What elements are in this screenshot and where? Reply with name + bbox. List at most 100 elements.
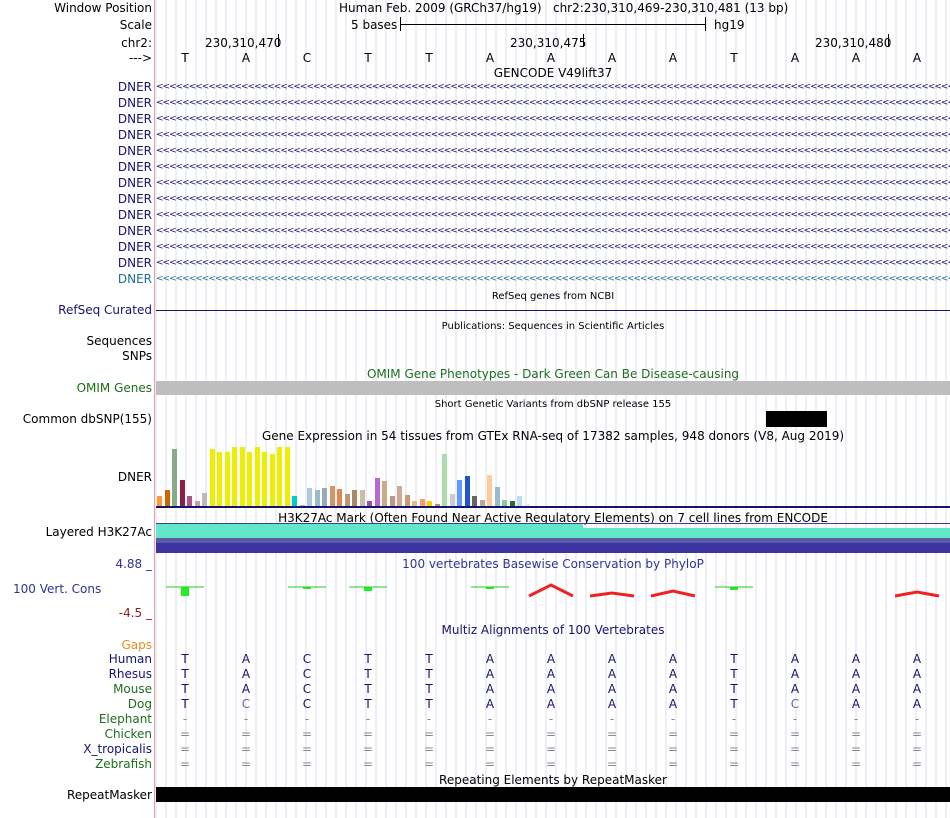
gtex-tissue-bar[interactable]	[389, 496, 395, 506]
multiz-species-label[interactable]: X_tropicalis	[83, 742, 152, 756]
gtex-tissue-bar[interactable]	[524, 504, 530, 506]
multiz-species-label[interactable]: Zebrafish	[95, 757, 152, 771]
multiz-species-label[interactable]: Chicken	[104, 727, 152, 741]
h3k27ac-layer-mid[interactable]	[156, 538, 950, 543]
gtex-tissue-bar[interactable]	[262, 452, 267, 506]
gencode-transcript-line[interactable]: <<<<<<<<<<<<<<<<<<<<<<<<<<<<<<<<<<<<<<<<…	[156, 211, 950, 220]
gencode-transcript-line[interactable]: <<<<<<<<<<<<<<<<<<<<<<<<<<<<<<<<<<<<<<<<…	[156, 227, 950, 236]
gencode-transcript-line[interactable]: <<<<<<<<<<<<<<<<<<<<<<<<<<<<<<<<<<<<<<<<…	[156, 163, 950, 172]
phylop-track-label[interactable]: 100 Vert. Cons	[13, 582, 102, 596]
gtex-tissue-bar[interactable]	[217, 452, 222, 506]
gencode-transcript-label[interactable]: DNER	[117, 128, 152, 142]
gtex-tissue-bar[interactable]	[419, 499, 425, 506]
multiz-species-label[interactable]: Human	[108, 652, 152, 666]
h3k27ac-track-label[interactable]: Layered H3K27Ac	[45, 525, 152, 539]
gencode-transcript-label[interactable]: DNER	[117, 144, 152, 158]
gtex-tissue-bar[interactable]	[457, 480, 462, 506]
gtex-tissue-bar[interactable]	[239, 447, 245, 506]
gencode-transcript-label[interactable]: DNER	[117, 192, 152, 206]
gencode-transcript-line[interactable]: <<<<<<<<<<<<<<<<<<<<<<<<<<<<<<<<<<<<<<<<…	[156, 83, 950, 92]
h3k27ac-layer-base[interactable]	[156, 543, 950, 553]
gtex-tissue-bar[interactable]	[164, 490, 170, 506]
gencode-transcript-label[interactable]: DNER	[117, 160, 152, 174]
h3k27ac-signal-right[interactable]	[583, 528, 950, 538]
gtex-tissue-bar[interactable]	[202, 493, 207, 506]
gencode-transcript-line[interactable]: <<<<<<<<<<<<<<<<<<<<<<<<<<<<<<<<<<<<<<<<…	[156, 99, 950, 108]
refseq-intron-line[interactable]	[156, 310, 950, 311]
gtex-tissue-bar[interactable]	[359, 490, 365, 506]
gtex-track-label[interactable]: DNER	[117, 470, 152, 484]
gtex-tissue-bar[interactable]	[352, 490, 357, 506]
multiz-species-label[interactable]: Elephant	[98, 712, 152, 726]
gtex-tissue-bar[interactable]	[344, 494, 350, 506]
gtex-tissue-bar[interactable]	[194, 501, 200, 506]
gtex-tissue-bar[interactable]	[427, 501, 432, 506]
gencode-transcript-label[interactable]: DNER	[117, 112, 152, 126]
gencode-transcript-line[interactable]: <<<<<<<<<<<<<<<<<<<<<<<<<<<<<<<<<<<<<<<<…	[156, 259, 950, 268]
gtex-tissue-bar[interactable]	[509, 501, 515, 506]
publications-track-label[interactable]: Sequences	[86, 334, 152, 348]
gtex-tissue-bar[interactable]	[247, 452, 252, 506]
refseq-track-label[interactable]: RefSeq Curated	[58, 303, 152, 317]
gtex-tissue-bar[interactable]	[284, 447, 290, 506]
gtex-tissue-bar[interactable]	[254, 447, 260, 506]
gtex-expression-chart[interactable]	[156, 444, 950, 506]
multiz-species-label[interactable]: Dog	[127, 697, 152, 711]
gencode-transcript-label[interactable]: DNER	[117, 96, 152, 110]
gtex-tissue-bar[interactable]	[307, 488, 312, 506]
gtex-tissue-bar[interactable]	[277, 447, 282, 506]
gencode-transcript-line[interactable]: <<<<<<<<<<<<<<<<<<<<<<<<<<<<<<<<<<<<<<<<…	[156, 131, 950, 140]
gtex-tissue-bar[interactable]	[329, 486, 335, 506]
gtex-tissue-bar[interactable]	[187, 496, 192, 506]
gtex-tissue-bar[interactable]	[157, 496, 162, 506]
gencode-transcript-line[interactable]: <<<<<<<<<<<<<<<<<<<<<<<<<<<<<<<<<<<<<<<<…	[156, 147, 950, 156]
gtex-tissue-bar[interactable]	[179, 480, 185, 506]
gtex-tissue-bar[interactable]	[494, 487, 500, 506]
gtex-tissue-bar[interactable]	[382, 481, 387, 506]
gtex-tissue-bar[interactable]	[374, 478, 380, 506]
gtex-tissue-bar[interactable]	[322, 488, 327, 506]
gtex-tissue-bar[interactable]	[472, 496, 477, 506]
snps-track-label[interactable]: SNPs	[122, 349, 152, 363]
gtex-tissue-bar[interactable]	[292, 496, 297, 506]
gencode-transcript-line[interactable]: <<<<<<<<<<<<<<<<<<<<<<<<<<<<<<<<<<<<<<<<…	[156, 195, 950, 204]
gtex-tissue-bar[interactable]	[449, 494, 455, 506]
gtex-tissue-bar[interactable]	[299, 505, 305, 506]
gtex-gene-line[interactable]	[156, 506, 950, 508]
gencode-transcript-line[interactable]: <<<<<<<<<<<<<<<<<<<<<<<<<<<<<<<<<<<<<<<<…	[156, 179, 950, 188]
gencode-transcript-label[interactable]: DNER	[117, 224, 152, 238]
h3k27ac-signal-left[interactable]	[156, 524, 583, 538]
multiz-species-label[interactable]: Mouse	[113, 682, 152, 696]
gencode-transcript-label[interactable]: DNER	[117, 208, 152, 222]
gencode-transcript-label[interactable]: DNER	[117, 272, 152, 286]
gtex-tissue-bar[interactable]	[314, 490, 320, 506]
position-readout[interactable]: chr2:230,310,469-230,310,481 (13 bp)	[552, 1, 789, 15]
repeatmasker-track-label[interactable]: RepeatMasker	[66, 788, 152, 802]
gencode-transcript-line[interactable]: <<<<<<<<<<<<<<<<<<<<<<<<<<<<<<<<<<<<<<<<…	[156, 115, 950, 124]
gencode-transcript-label[interactable]: DNER	[117, 256, 152, 270]
gtex-tissue-bar[interactable]	[232, 447, 237, 506]
gtex-tissue-bar[interactable]	[397, 486, 402, 506]
gtex-tissue-bar[interactable]	[479, 500, 485, 506]
gencode-transcript-label[interactable]: DNER	[117, 240, 152, 254]
gencode-transcript-line[interactable]: <<<<<<<<<<<<<<<<<<<<<<<<<<<<<<<<<<<<<<<<…	[156, 275, 950, 284]
gencode-transcript-label[interactable]: DNER	[117, 176, 152, 190]
dbsnp-track-label[interactable]: Common dbSNP(155)	[22, 412, 152, 426]
gtex-tissue-bar[interactable]	[517, 496, 522, 506]
dbsnp-variant[interactable]	[766, 411, 827, 427]
omim-feature-bar[interactable]	[156, 381, 950, 395]
gtex-tissue-bar[interactable]	[464, 476, 470, 506]
gencode-transcript-label[interactable]: DNER	[117, 80, 152, 94]
gtex-tissue-bar[interactable]	[442, 454, 447, 506]
gtex-tissue-bar[interactable]	[487, 475, 492, 506]
gtex-tissue-bar[interactable]	[209, 449, 215, 506]
repeatmasker-element[interactable]	[156, 787, 950, 802]
gtex-tissue-bar[interactable]	[269, 454, 275, 506]
gtex-tissue-bar[interactable]	[172, 449, 177, 506]
gtex-tissue-bar[interactable]	[224, 452, 230, 506]
multiz-species-label[interactable]: Rhesus	[108, 667, 152, 681]
gtex-tissue-bar[interactable]	[412, 501, 417, 506]
gtex-tissue-bar[interactable]	[404, 495, 410, 506]
gtex-tissue-bar[interactable]	[434, 504, 440, 506]
gtex-tissue-bar[interactable]	[337, 489, 342, 506]
